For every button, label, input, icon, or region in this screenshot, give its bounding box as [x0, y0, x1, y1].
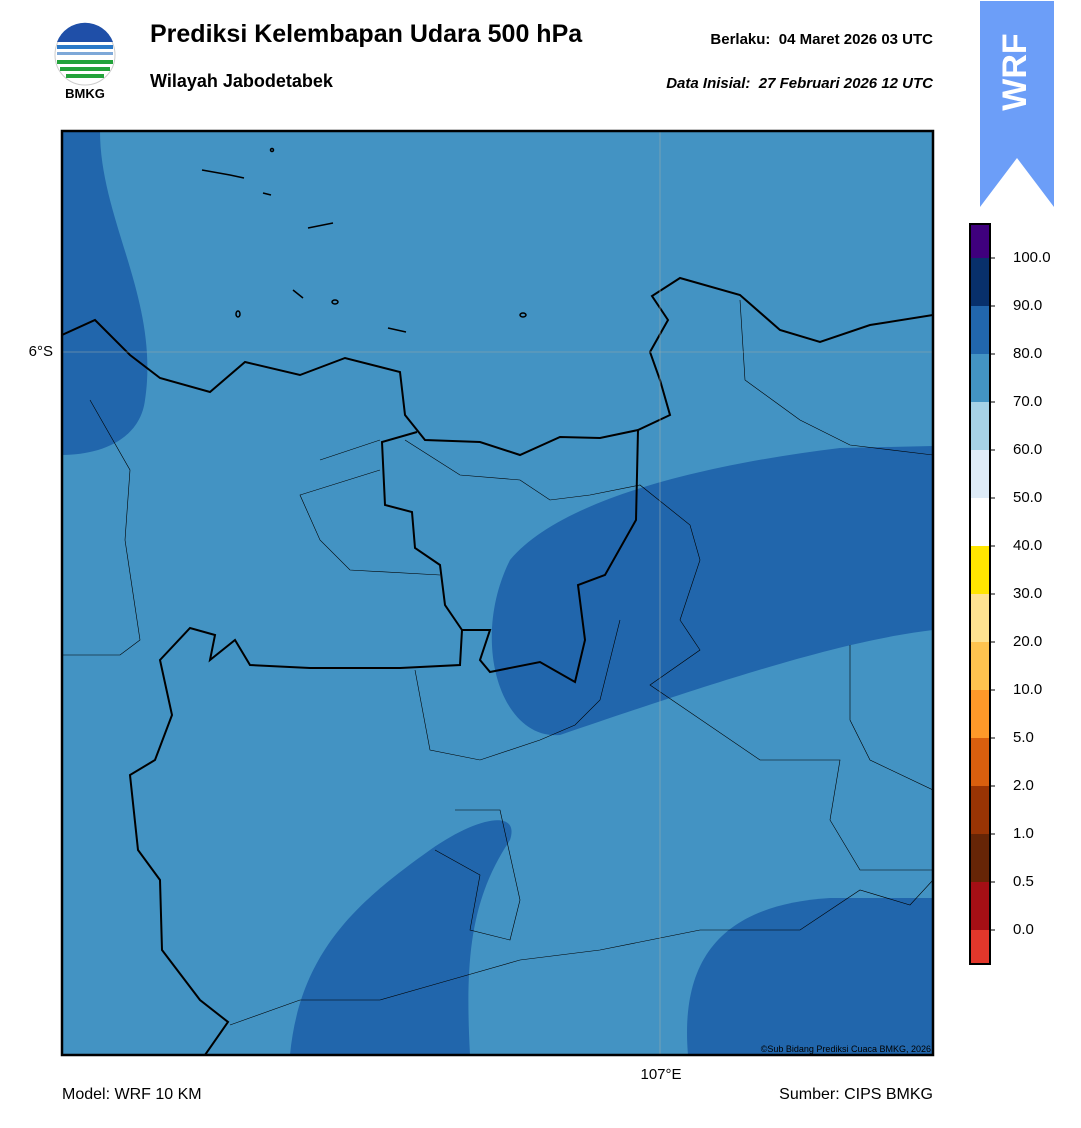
wrf-badge: WRF: [980, 1, 1054, 207]
colorbar-segment: [970, 642, 990, 690]
colorbar-segment: [970, 258, 990, 306]
colorbar-label: 20.0: [1013, 633, 1042, 650]
bmkg-logo: BMKG: [54, 22, 116, 101]
colorbar-label: 2.0: [1013, 777, 1034, 794]
colorbar-segment: [970, 738, 990, 786]
map-area: ©Sub Bidang Prediksi Cuaca BMKG, 2026: [62, 131, 933, 1055]
colorbar-label: 50.0: [1013, 489, 1042, 506]
source-note: Sumber: CIPS BMKG: [779, 1086, 933, 1103]
colorbar-label: 40.0: [1013, 537, 1042, 554]
colorbar-segment: [970, 930, 990, 964]
colorbar-label: 10.0: [1013, 681, 1042, 698]
colorbar-segment: [970, 450, 990, 498]
title: Prediksi Kelembapan Udara 500 hPa: [150, 20, 583, 48]
model-note: Model: WRF 10 KM: [62, 1086, 202, 1103]
colorbar-label: 0.0: [1013, 921, 1034, 938]
colorbar-label: 0.5: [1013, 873, 1034, 890]
colorbar-segment: [970, 402, 990, 450]
colorbar-label: 60.0: [1013, 441, 1042, 458]
init-time: Data Inisial: 27 Februari 2026 12 UTC: [666, 75, 933, 92]
colorbar-segment: [970, 834, 990, 882]
colorbar-segment: [970, 690, 990, 738]
lat-label: 6°S: [29, 343, 53, 360]
colorbar-segment: [970, 224, 990, 258]
logo-text: BMKG: [65, 86, 105, 101]
map-frame: [60, 129, 935, 1057]
colorbar-segment: [970, 594, 990, 642]
lon-label: 107°E: [640, 1066, 681, 1083]
colorbar-segment: [970, 786, 990, 834]
islands: [201, 147, 527, 333]
badge-text: WRF: [996, 33, 1034, 110]
credit: ©Sub Bidang Prediksi Cuaca BMKG, 2026: [761, 1044, 931, 1054]
colorbar-label: 70.0: [1013, 393, 1042, 410]
colorbar-segment: [970, 882, 990, 930]
valid-time: Berlaku: 04 Maret 2026 03 UTC: [710, 31, 933, 48]
colorbar-label: 80.0: [1013, 345, 1042, 362]
colorbar-label: 100.0: [1013, 249, 1051, 266]
colorbar-segment: [970, 546, 990, 594]
colorbar-label: 1.0: [1013, 825, 1034, 842]
subtitle: Wilayah Jabodetabek: [150, 71, 333, 91]
colorbar-label: 90.0: [1013, 297, 1042, 314]
colorbar-segment: [970, 354, 990, 402]
colorbar-segment: [970, 498, 990, 546]
colorbar-label: 5.0: [1013, 729, 1034, 746]
colorbar-segment: [970, 306, 990, 354]
colorbar-label: 30.0: [1013, 585, 1042, 602]
colorbar: 100.0 90.0 80.0 70.0 60.0 50.0 40.0 30.0 20.0 10.…: [969, 223, 1051, 965]
